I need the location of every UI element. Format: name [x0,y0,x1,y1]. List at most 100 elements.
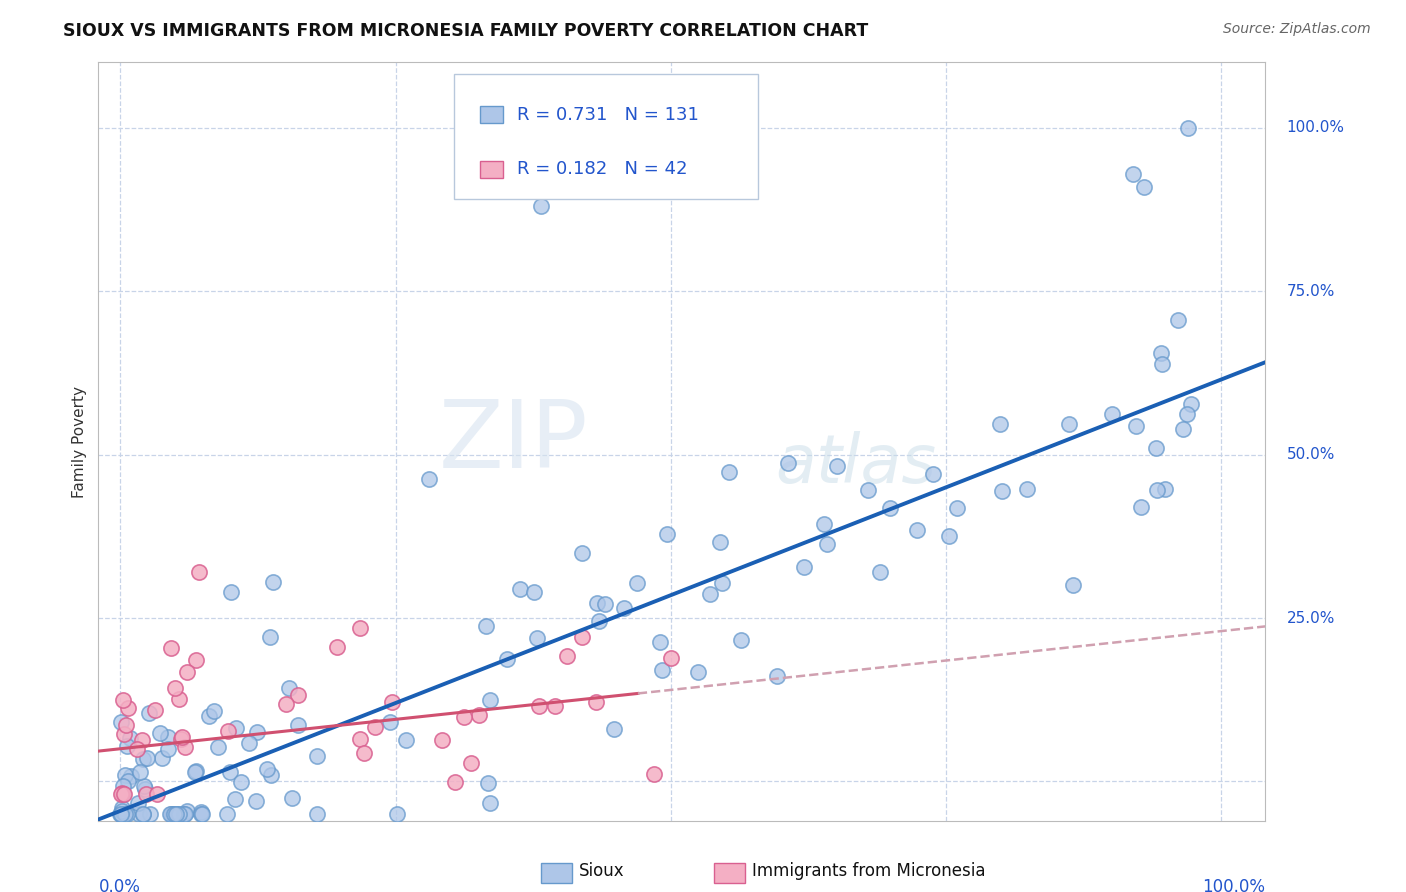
Point [922,467,945,482]
Point [825,459,848,474]
Point [380,714,402,729]
Point [938,529,960,543]
Text: R = 0.731   N = 131: R = 0.731 N = 131 [517,106,699,124]
Point [453,710,475,724]
Point [444,774,467,789]
Point [174,807,197,822]
Point [256,762,278,776]
Point [163,807,186,822]
Point [657,527,679,541]
Point [717,466,740,480]
Point [176,804,198,818]
Point [128,764,150,779]
Point [385,807,408,822]
Point [184,764,207,779]
Text: Source: ZipAtlas.com: Source: ZipAtlas.com [1223,22,1371,37]
Point [188,566,211,580]
Point [111,786,134,800]
Point [326,640,349,654]
Point [603,723,626,737]
Point [281,791,304,805]
Point [159,807,181,822]
Point [475,619,498,633]
Point [1133,179,1156,194]
Point [1015,482,1038,496]
Point [815,536,838,550]
Point [274,697,297,711]
Point [479,796,502,810]
Point [134,779,156,793]
Point [127,796,149,810]
Point [191,807,214,822]
Point [1144,441,1167,455]
Point [1101,407,1123,421]
FancyBboxPatch shape [479,161,503,178]
Point [432,733,454,747]
Point [114,768,136,782]
Point [793,560,815,574]
Point [277,681,299,695]
Point [138,706,160,721]
Point [173,807,195,822]
Text: 0.0%: 0.0% [98,878,141,892]
Point [115,739,138,753]
Point [167,807,190,822]
Point [159,807,181,822]
Point [166,807,188,822]
Point [259,630,281,644]
Point [174,739,197,754]
Point [1175,407,1198,421]
FancyBboxPatch shape [454,74,758,199]
Point [117,774,139,789]
Point [139,807,162,822]
Point [221,585,243,599]
Point [305,749,328,764]
Point [1057,417,1080,431]
Point [110,807,132,822]
Point [1167,312,1189,326]
Point [224,791,246,805]
Point [132,752,155,766]
Point [114,807,136,822]
Point [183,764,205,779]
Point [246,724,269,739]
Point [110,788,132,802]
Point [418,472,440,486]
Point [110,807,132,822]
Point [219,765,242,780]
Point [1180,397,1202,411]
Point [132,807,155,822]
Point [1146,483,1168,497]
Point [1150,357,1173,371]
Point [165,681,187,695]
Point [349,731,371,746]
Point [648,634,671,648]
Point [479,692,502,706]
Point [156,731,179,745]
Point [125,742,148,756]
Point [146,788,169,802]
Point [225,721,247,735]
Text: ZIP: ZIP [439,395,589,488]
Point [305,807,328,822]
Point [287,688,309,702]
Point [156,742,179,756]
Point [699,587,721,601]
Point [571,630,593,644]
Point [529,698,551,713]
Text: R = 0.182   N = 42: R = 0.182 N = 42 [517,161,688,178]
Point [162,807,184,822]
Point [115,807,138,822]
Text: Immigrants from Micronesia: Immigrants from Micronesia [752,863,986,880]
Point [176,665,198,679]
Point [165,807,187,822]
Text: 100.0%: 100.0% [1202,878,1265,892]
Point [509,582,531,596]
Point [207,739,229,754]
Point [173,807,195,822]
Point [557,649,579,664]
Point [651,663,673,677]
Point [813,517,835,532]
Point [169,691,191,706]
Point [659,651,682,665]
